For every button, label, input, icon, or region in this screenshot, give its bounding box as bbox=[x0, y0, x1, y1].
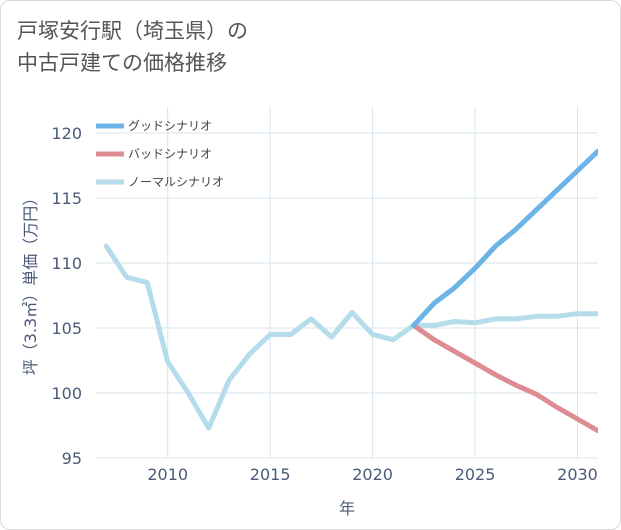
series-line-good bbox=[411, 148, 598, 328]
x-tick-label: 2010 bbox=[147, 465, 188, 484]
chart-title-line2: 中古戸建ての価格推移 bbox=[17, 51, 227, 75]
chart-title-line1: 戸塚安行駅（埼玉県）の bbox=[17, 19, 248, 43]
legend-label: バッドシナリオ bbox=[128, 147, 212, 161]
y-tick-label: 120 bbox=[51, 124, 82, 143]
x-tick-label: 2020 bbox=[352, 465, 393, 484]
series-line-normal bbox=[103, 243, 598, 431]
x-tick-label: 2025 bbox=[455, 465, 496, 484]
y-tick-label: 100 bbox=[51, 384, 82, 403]
legend-label: ノーマルシナリオ bbox=[128, 175, 224, 189]
x-axis-title: 年 bbox=[339, 499, 355, 518]
y-tick-label: 110 bbox=[51, 254, 82, 273]
x-axis-ticks: 2010 2015 2020 2025 2030 bbox=[147, 465, 598, 484]
y-axis-title: 坪（3.3㎡）単価（万円） bbox=[21, 190, 40, 375]
x-tick-label: 2015 bbox=[250, 465, 291, 484]
y-axis-ticks: 95 100 105 110 115 120 bbox=[51, 124, 82, 468]
chart-title: 戸塚安行駅（埼玉県）の 中古戸建ての価格推移 bbox=[17, 15, 248, 79]
series-lines bbox=[103, 148, 598, 434]
grid-lines bbox=[96, 107, 598, 459]
series-line-bad bbox=[411, 322, 598, 434]
legend-label: グッドシナリオ bbox=[128, 119, 212, 133]
y-tick-label: 105 bbox=[51, 319, 82, 338]
y-tick-label: 115 bbox=[51, 189, 82, 208]
x-tick-label: 2030 bbox=[557, 465, 598, 484]
y-tick-label: 95 bbox=[62, 449, 82, 468]
